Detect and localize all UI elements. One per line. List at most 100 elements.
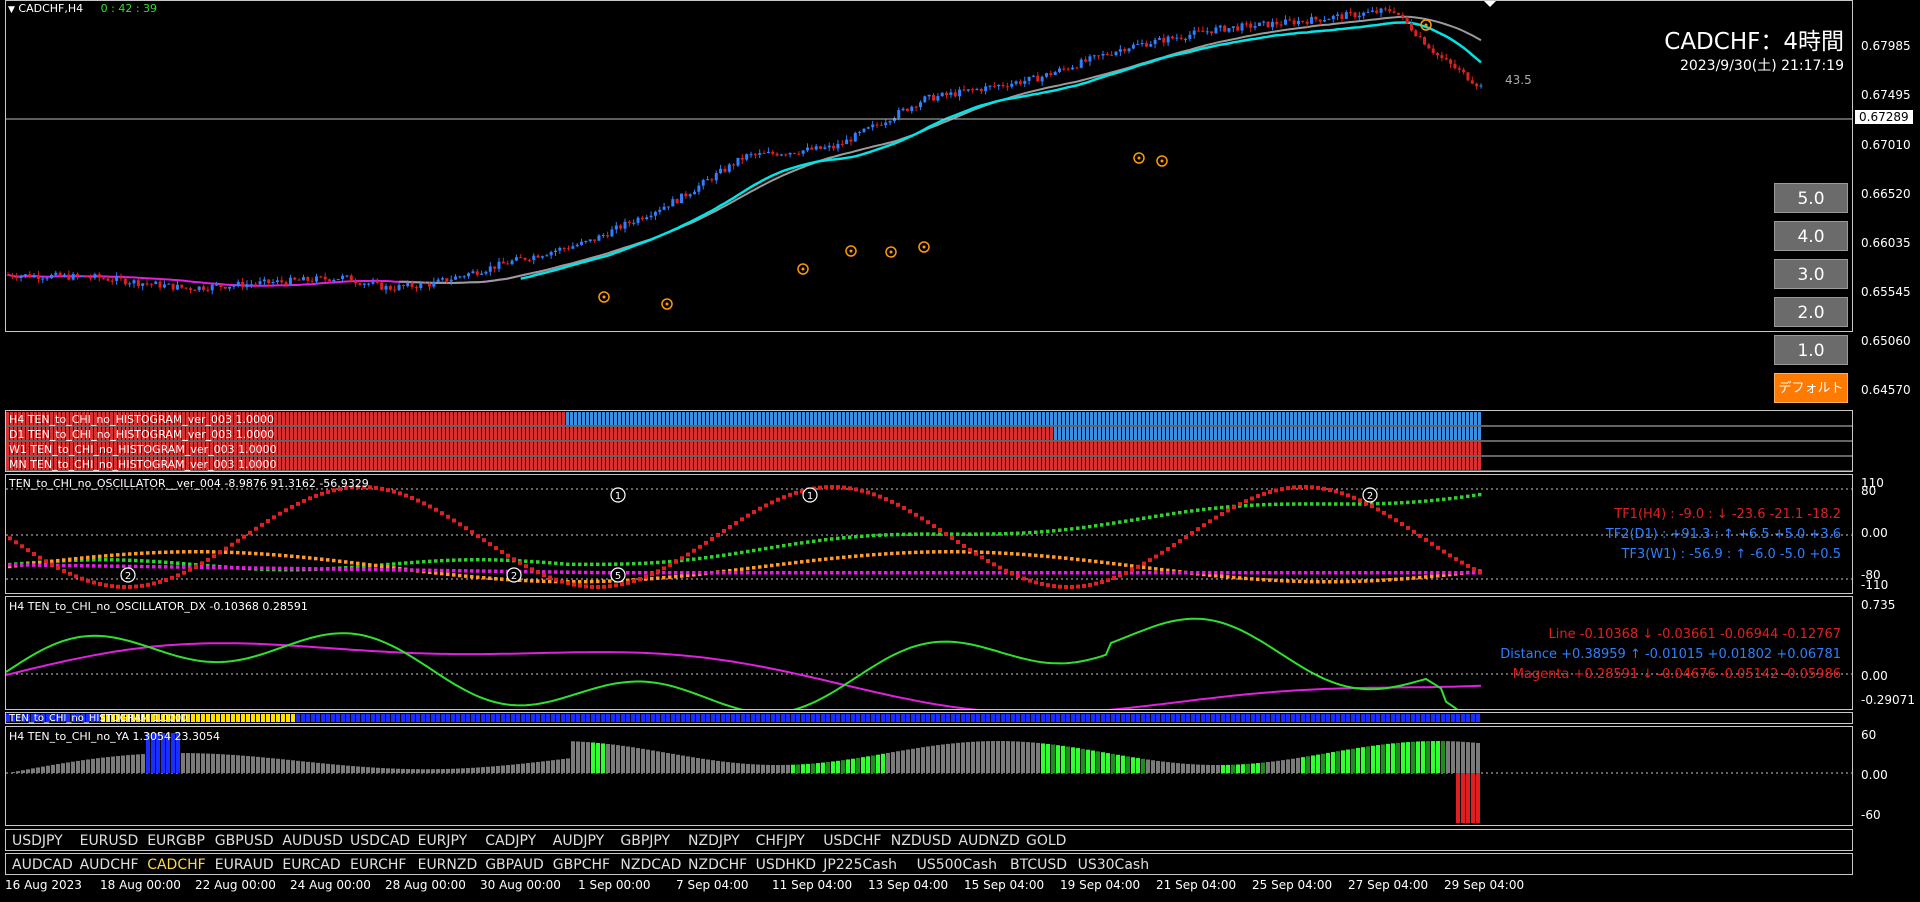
symbol-eurnzd[interactable]: EURNZD	[417, 857, 478, 873]
histogram-bar	[954, 457, 957, 470]
symbol-nzdcad[interactable]: NZDCAD	[620, 857, 682, 873]
symbol-audnzd[interactable]: AUDNZD	[958, 833, 1020, 849]
small-histogram-bar	[1276, 714, 1280, 722]
ya-bar	[1276, 760, 1280, 773]
histogram-bar	[982, 457, 985, 470]
dx-pane[interactable]	[5, 596, 1853, 710]
default-button[interactable]: デフォルト	[1774, 373, 1848, 403]
osc-red-dot	[1016, 574, 1020, 579]
symbol-audchf[interactable]: AUDCHF	[79, 857, 139, 873]
symbol-nzdjpy[interactable]: NZDJPY	[688, 833, 740, 849]
histogram-bar	[1122, 457, 1125, 470]
osc-magenta-dot	[98, 564, 102, 568]
symbol-eurgbp[interactable]: EURGBP	[147, 833, 205, 849]
candle-body	[519, 257, 523, 259]
symbol-gbpjpy[interactable]: GBPJPY	[620, 833, 671, 849]
osc-green-dot	[1292, 502, 1296, 506]
histogram-bar	[1434, 442, 1437, 455]
histogram-bar	[1370, 457, 1373, 470]
symbol-btcusd[interactable]: BTCUSD	[1010, 857, 1068, 873]
symbol-gold[interactable]: GOLD	[1026, 833, 1067, 849]
histogram-bar	[894, 442, 897, 455]
symbol-audcad[interactable]: AUDCAD	[12, 857, 73, 873]
histogram-bar	[502, 442, 505, 455]
symbol-eurjpy[interactable]: EURJPY	[417, 833, 468, 849]
symbol-usdchf[interactable]: USDCHF	[823, 833, 882, 849]
symbol-cadchf[interactable]: CADCHF	[147, 857, 206, 873]
small-histogram-bar	[91, 714, 95, 722]
symbol-nzdusd[interactable]: NZDUSD	[890, 833, 952, 849]
candle-body	[832, 145, 836, 149]
histogram-bar	[78, 457, 81, 470]
symbol-eurcad[interactable]: EURCAD	[282, 857, 341, 873]
osc-green-dot	[866, 534, 870, 538]
symbol-audjpy[interactable]: AUDJPY	[552, 833, 605, 849]
histogram-bar	[1026, 442, 1029, 455]
candle-body	[545, 255, 549, 257]
osc-green-dot	[800, 541, 804, 545]
symbol-usdhkd[interactable]: USDHKD	[755, 857, 816, 873]
scale-button-4[interactable]: 4.0	[1774, 221, 1848, 251]
menu-triangle-icon[interactable]: ▼	[8, 5, 15, 15]
scale-button-2[interactable]: 2.0	[1774, 297, 1848, 327]
histogram-bar	[254, 412, 257, 425]
osc-orange-dot	[680, 574, 684, 578]
ya-bar	[136, 754, 140, 773]
symbol-nzdchf[interactable]: NZDCHF	[688, 857, 748, 873]
histogram-bar	[286, 442, 289, 455]
histogram-bar	[902, 427, 905, 440]
symbol-us500cash[interactable]: US500Cash	[916, 857, 997, 873]
histogram-bar	[826, 412, 829, 425]
scale-button-1[interactable]: 1.0	[1774, 335, 1848, 365]
histogram-bar	[726, 427, 729, 440]
osc-red-dot	[1298, 485, 1302, 490]
ya-bar	[176, 733, 180, 773]
symbol-jp225cash[interactable]: JP225Cash	[823, 857, 898, 873]
osc-magenta-dot	[842, 571, 846, 575]
symbol-cadjpy[interactable]: CADJPY	[485, 833, 537, 849]
symbol-audusd[interactable]: AUDUSD	[282, 833, 343, 849]
histogram-bar	[226, 412, 229, 425]
oscillator-marker-text: 1	[807, 491, 813, 502]
osc-red-dot	[536, 570, 540, 575]
symbol-gbpusd[interactable]: GBPUSD	[214, 833, 274, 849]
histogram-bar	[326, 412, 329, 425]
histogram-bar	[1006, 442, 1009, 455]
histogram-bar	[22, 427, 25, 440]
histogram-bar	[58, 457, 61, 470]
price-tick: 0.64570	[1861, 383, 1911, 397]
symbol-gbpchf[interactable]: GBPCHF	[552, 857, 611, 873]
symbol-euraud[interactable]: EURAUD	[214, 857, 274, 873]
symbol-gbpaud[interactable]: GBPAUD	[485, 857, 544, 873]
osc-green-dot	[806, 540, 810, 544]
osc-green-dot	[872, 533, 876, 538]
histogram-bar	[702, 427, 705, 440]
osc-green-dot	[1376, 501, 1380, 506]
symbol-eurchf[interactable]: EURCHF	[350, 857, 407, 873]
histogram-bar	[1222, 427, 1225, 440]
histogram-bar	[1270, 457, 1273, 470]
histogram-bar	[66, 412, 69, 425]
osc-orange-dot	[668, 575, 672, 579]
ya-pane[interactable]	[5, 726, 1853, 826]
main-chart-pane[interactable]	[5, 0, 1853, 332]
scale-button-5[interactable]: 5.0	[1774, 183, 1848, 213]
osc-green-dot	[632, 561, 636, 566]
symbol-usdjpy[interactable]: USDJPY	[12, 833, 63, 849]
ya-bar	[1391, 743, 1395, 773]
ya-bar	[101, 757, 105, 773]
osc-orange-dot	[626, 578, 630, 582]
histogram-bar	[1262, 412, 1265, 425]
symbol-eurusd[interactable]: EURUSD	[79, 833, 139, 849]
scale-button-3[interactable]: 3.0	[1774, 259, 1848, 289]
symbol-usdcad[interactable]: USDCAD	[350, 833, 411, 849]
histogram-bar	[1130, 442, 1133, 455]
symbol-chfjpy[interactable]: CHFJPY	[755, 833, 805, 849]
symbol-us30cash[interactable]: US30Cash	[1077, 857, 1150, 873]
histogram-bar	[6, 442, 9, 455]
osc-magenta-dot	[146, 564, 150, 569]
osc-magenta-dot	[980, 571, 984, 575]
histogram-bar	[202, 442, 205, 455]
histogram-bar	[138, 427, 141, 440]
